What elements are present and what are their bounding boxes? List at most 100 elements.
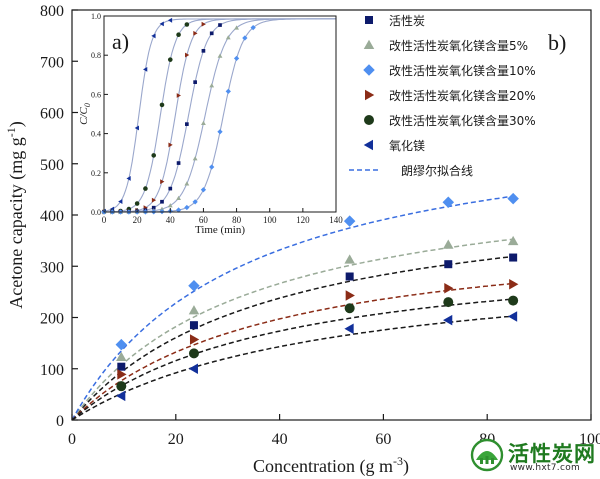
langmuir-fit-line (71, 282, 514, 421)
legend-label: 改性活性炭氧化镁含量10% (389, 63, 536, 78)
legend-label: 氧化镁 (389, 139, 425, 153)
data-point (509, 253, 518, 262)
inset-y-axis-title: C/C0 (78, 103, 92, 125)
y-tick-label: 500 (40, 157, 64, 174)
inset-x-tick-label: 120 (296, 215, 310, 225)
y-tick-label: 700 (40, 54, 64, 71)
inset-data-point (218, 23, 222, 27)
inset-x-tick-label: 40 (166, 215, 176, 225)
legend-marker (365, 89, 375, 101)
x-tick-label: 60 (375, 431, 391, 448)
inset-y-tick-label: 0.2 (91, 169, 101, 178)
data-point (189, 334, 200, 345)
data-point (344, 303, 355, 314)
x-axis-title: Concentration (g m-3) (253, 454, 409, 477)
inset-data-point (168, 186, 173, 191)
inset-data-point (209, 31, 214, 36)
data-point (443, 297, 454, 308)
data-point (508, 295, 519, 306)
inset-y-ticks: 0.0 0.2 0.4 0.6 0.8 1.0 (91, 12, 108, 217)
legend-label: 改性活性炭氧化镁含量5% (389, 38, 528, 53)
y-axis-title: Acetone capacity (mg g-1) (4, 121, 27, 308)
y-tick-label: 100 (40, 362, 64, 379)
inset-data-point (175, 207, 182, 213)
inset-data-point (201, 120, 206, 126)
watermark-logo-icon (470, 438, 504, 472)
inset-data-point (184, 22, 190, 27)
data-point (117, 362, 126, 371)
data-point (344, 323, 354, 335)
main-data-points (115, 192, 519, 402)
inset-data-point (168, 142, 173, 148)
inset-data-point (193, 80, 197, 84)
inset-data-point (126, 176, 131, 181)
inset-data-point (176, 32, 181, 38)
data-point (345, 272, 354, 281)
y-tick-label: 0 (56, 413, 64, 430)
inset-x-tick-label: 20 (133, 215, 143, 225)
legend-label: 活性炭 (389, 14, 425, 28)
data-point (115, 338, 128, 351)
data-point (443, 314, 453, 326)
watermark-url: www.hxt7.com (510, 463, 581, 473)
inset-data-point (176, 195, 181, 200)
data-point (443, 239, 454, 249)
inset-y-tick-label: 0.8 (91, 51, 101, 60)
data-point (188, 279, 200, 292)
inset-data-point (200, 187, 207, 193)
inset-data-point (209, 164, 215, 170)
inset-data-point (167, 17, 173, 23)
legend-label: 改性活性炭氧化镁含量30% (389, 113, 536, 128)
inset-data-point (118, 199, 123, 204)
inset-data-point (184, 204, 190, 211)
data-point (188, 348, 199, 359)
inset-y-tick-label: 0.6 (91, 90, 101, 99)
inset-data-point (160, 179, 165, 185)
inset-x-tick-label: 140 (329, 215, 343, 225)
inset-data-point (201, 48, 206, 53)
inset-data-point (159, 102, 165, 108)
inset-data-point (159, 206, 165, 211)
x-tick-label: 20 (168, 431, 184, 448)
x-tick-label: 0 (68, 431, 76, 448)
data-point (343, 215, 356, 227)
y-tick-label: 400 (40, 208, 64, 225)
legend-marker (363, 64, 375, 76)
inset-background (104, 16, 336, 212)
legend-marker (364, 115, 374, 125)
inset-data-point (184, 181, 190, 186)
inset-data-point (242, 35, 248, 41)
y-tick-label: 600 (40, 106, 64, 123)
data-point (188, 363, 198, 374)
inset-data-point (233, 55, 240, 62)
inset-data-point (151, 205, 156, 210)
inset-data-point (209, 83, 215, 88)
inset-frame (103, 15, 337, 213)
inset-data-point (134, 201, 140, 206)
y-tick-label: 800 (40, 3, 64, 20)
inset-x-tick-label: 100 (263, 215, 277, 225)
data-point (116, 351, 127, 361)
inset-x-tick-label: 0 (102, 215, 107, 225)
x-tick-label: 40 (272, 431, 288, 448)
inset-data-point (176, 161, 181, 165)
legend-marker (365, 16, 373, 24)
inset-data-point (234, 25, 239, 30)
inset-data-point (201, 21, 206, 27)
inset-y-tick-label: 1.0 (91, 12, 101, 21)
inset-data-point (134, 125, 139, 131)
data-point (344, 254, 355, 264)
data-point (509, 278, 519, 290)
watermark-title: 活性炭网 (508, 442, 596, 466)
inset-x-tick-label: 80 (232, 215, 242, 225)
data-point (444, 283, 454, 294)
langmuir-fit-line (71, 238, 514, 421)
inset-data-point (192, 199, 198, 205)
inset-data-point (176, 93, 181, 98)
langmuir-fit-lines (71, 195, 514, 421)
inset-data-point (185, 52, 190, 58)
inset-data-point (159, 21, 164, 27)
